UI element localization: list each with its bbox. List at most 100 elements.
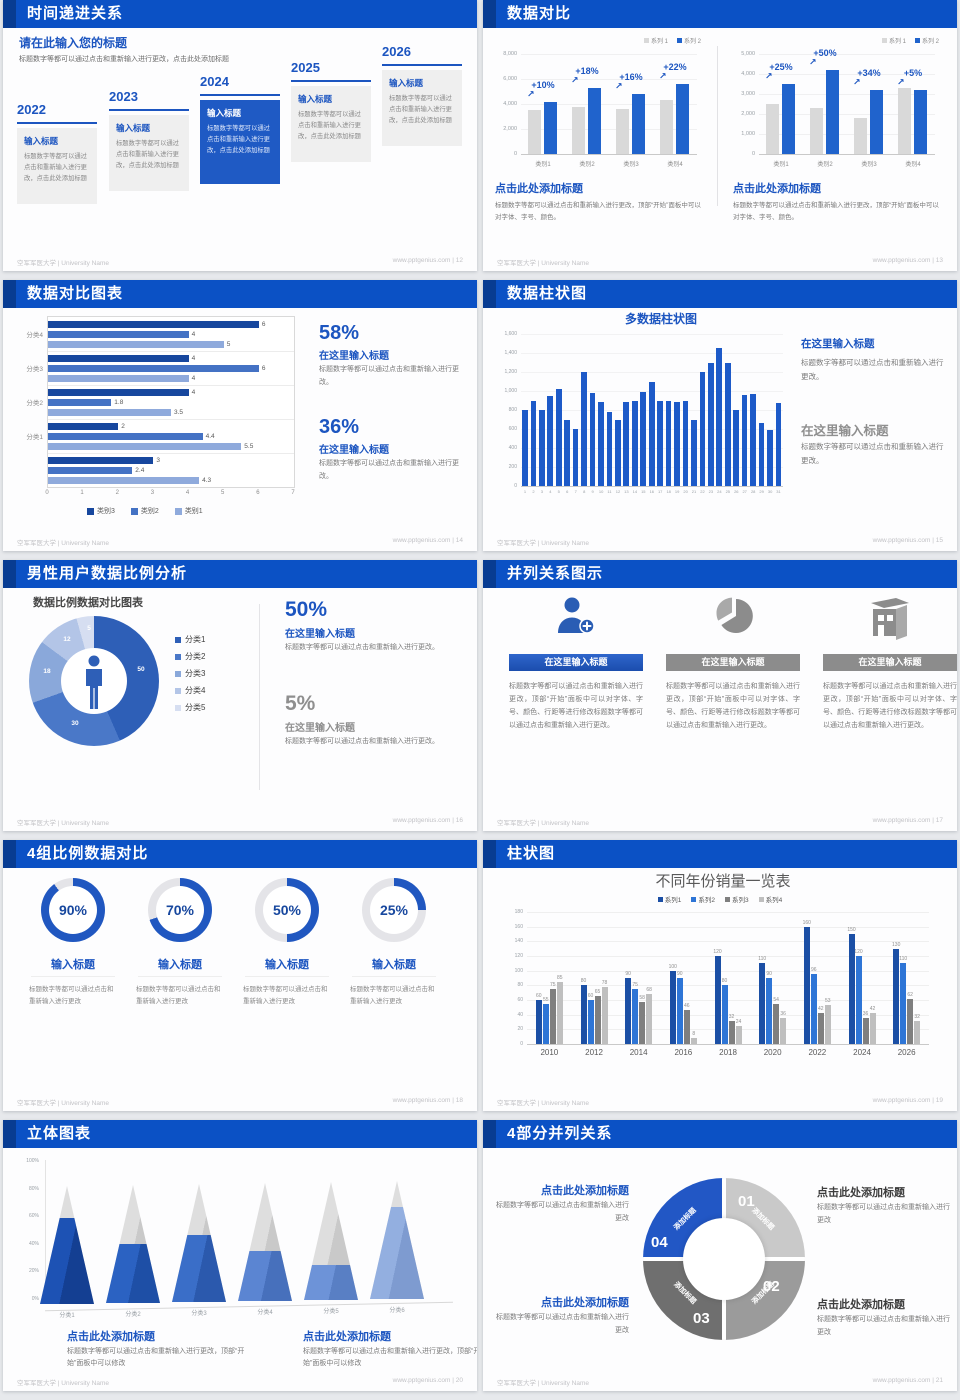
bar <box>615 419 621 486</box>
x-tick-label: 15 <box>641 489 646 494</box>
slide-title: 并列关系图示 <box>507 565 604 582</box>
timeline-box: 输入标题 标题数字等都可以通过点击和重新输入进行更改，点击此处添加标题 <box>109 115 189 191</box>
x-tick-label: 5 <box>557 489 560 494</box>
slide-footer: 空军军医大学 | University Name www.pptgenius.c… <box>17 537 463 547</box>
x-tick-label: 14 <box>632 489 638 494</box>
bar <box>594 996 601 1044</box>
footer-university-name: 空军军医大学 | University Name <box>17 260 109 267</box>
bar-series1 <box>810 108 823 154</box>
bar <box>803 926 810 1044</box>
slide-title: 数据柱状图 <box>507 285 588 302</box>
item-body: 标题数字等都可以通过点击和重新输入进行更改 <box>136 986 221 1006</box>
item-title: 输入标题 <box>265 959 309 971</box>
bar-value-label: 90 <box>677 971 683 977</box>
gridline <box>521 104 697 105</box>
stat-title: 在这里输入标题 <box>319 445 389 456</box>
x-category-label: 2016 <box>674 1048 693 1057</box>
bar <box>900 963 907 1044</box>
slide-content: 请在此输入您的标题 标题数字等都可以通过点击和重新输入进行更改，点击此处添加标题 2… <box>3 28 477 255</box>
slide-footer: 空军军医大学 | University Name www.pptgenius.c… <box>17 1377 463 1387</box>
item-banner: 在这里输入标题 <box>666 654 800 671</box>
y-tick-label: 1,000 <box>504 388 517 394</box>
building-icon <box>823 588 957 646</box>
bar <box>683 1010 690 1044</box>
header-accent-block <box>3 1120 16 1148</box>
footer-site-page: www.pptgenius.com | 16 <box>392 817 463 824</box>
item-body: 标题数字等都可以通过点击和重新输入进行更改 <box>350 986 435 1006</box>
y-tick-label: 20 <box>517 1026 523 1033</box>
gridline <box>527 1000 929 1001</box>
footer-site-page: www.pptgenius.com | 13 <box>872 257 943 264</box>
y-tick-label: 20% <box>28 1268 39 1275</box>
chart-title: 不同年份销量一览表 <box>655 873 791 890</box>
cone <box>370 1181 424 1299</box>
bar-value-label: 130 <box>892 941 901 948</box>
gridline <box>527 912 929 913</box>
hbar <box>48 389 189 396</box>
hbar <box>48 409 171 416</box>
progress-value: 70% <box>156 886 204 934</box>
bar-series2 <box>544 101 557 154</box>
x-category-label: 2012 <box>585 1048 603 1057</box>
x-category-label: 类别3 <box>861 162 877 168</box>
timeline-year: 2026 <box>382 44 411 59</box>
legend-swatch <box>130 507 138 515</box>
male-person-icon <box>82 655 106 709</box>
divider <box>138 976 222 977</box>
bar-value-label: 32 <box>728 1013 735 1020</box>
note-title: 在这里输入标题 <box>801 338 875 350</box>
legend-label: 类别2 <box>140 508 159 515</box>
legend-swatch <box>175 670 181 677</box>
y-tick-label: 40% <box>28 1240 39 1247</box>
bar-value-label: 110 <box>899 956 908 963</box>
slide-content: 6 4 5 4 6 4 4 1.8 3.5 2 4.4 5.5 3 2.4 4.3 分类4 分类3 分类2 分类1 0… <box>3 308 477 535</box>
bar-value-label: 78 <box>601 979 608 986</box>
progress-ring: 25% <box>362 878 426 942</box>
slide-header: 并列关系图示 <box>483 560 957 588</box>
legend-item: 系列 2 <box>914 36 939 45</box>
cone-category-label: 分类6 <box>389 1308 405 1314</box>
hbar-legend: 类别3 类别2 类别1 <box>87 506 203 516</box>
timeline-item-2024: 2024 输入标题 标题数字等都可以通过点击和重新输入进行更改，点击此处添加标题 <box>200 74 280 184</box>
bar <box>914 1020 921 1044</box>
bar-value-label: 53 <box>825 998 831 1005</box>
x-tick-label: 2 <box>532 489 535 494</box>
timeline-box: 输入标题 标题数字等都可以通过点击和重新输入进行更改，点击此处添加标题 <box>200 100 280 184</box>
header-accent-block <box>483 840 496 868</box>
timeline-underline <box>109 109 189 111</box>
legend-label: 类别3 <box>97 508 115 515</box>
gridline <box>521 129 697 130</box>
hbar-value-label: 6 <box>261 321 266 328</box>
up-arrow-icon: ↗ <box>615 81 623 91</box>
person-plus-icon <box>509 588 643 646</box>
y-tick-label: 6,000 <box>503 76 517 82</box>
bar <box>855 956 862 1044</box>
caption-body: 标题数字等都可以通过点击和重新输入进行更改，顶部“开始”面板中可以修改 <box>67 1348 245 1368</box>
callout-body: 标题数字等都可以通过点击和重新输入进行更改 <box>496 1314 629 1334</box>
y-tick-label: 400 <box>508 445 517 451</box>
bar-value-label: 120 <box>854 949 863 955</box>
timeline-underline <box>291 80 371 82</box>
slide-page-15: 数据柱状图 多数据柱状图 0 200 400 600 800 1,000 1,200 1,400… <box>483 280 957 551</box>
timeline-box-body: 标题数字等都可以通过点击和重新输入进行更改，点击此处添加标题 <box>298 111 361 141</box>
growth-label: +22% <box>663 62 687 72</box>
x-category-label: 类别1 <box>773 162 789 168</box>
x-category-label: 2014 <box>629 1048 648 1057</box>
bar-value-label: 65 <box>594 989 601 996</box>
slide-header: 数据柱状图 <box>483 280 957 308</box>
y-tick-label: 100% <box>26 1158 39 1164</box>
compare-chart-panel: 系列 1 系列 2 0 1,000 2,000 3,000 4,000 5,000 ↗ +25% 类… <box>729 28 945 255</box>
y-tick-label: 0% <box>31 1296 39 1302</box>
gridline <box>521 79 697 80</box>
legend-label: 系列 2 <box>683 39 701 45</box>
legend-label: 系列 1 <box>650 39 668 45</box>
footer-university-name: 空军军医大学 | University Name <box>497 260 589 267</box>
timeline-year: 2024 <box>200 74 229 89</box>
bar <box>728 1020 735 1044</box>
cone-category-label: 分类1 <box>59 1313 75 1319</box>
legend-swatch <box>174 507 182 515</box>
bar <box>657 400 663 486</box>
hbar <box>48 341 224 348</box>
timeline-year: 2023 <box>109 89 138 104</box>
item-body: 标题数字等都可以通过点击和重新输入进行更改，顶部“开始”面板中可以对字体、字号、… <box>509 683 643 729</box>
